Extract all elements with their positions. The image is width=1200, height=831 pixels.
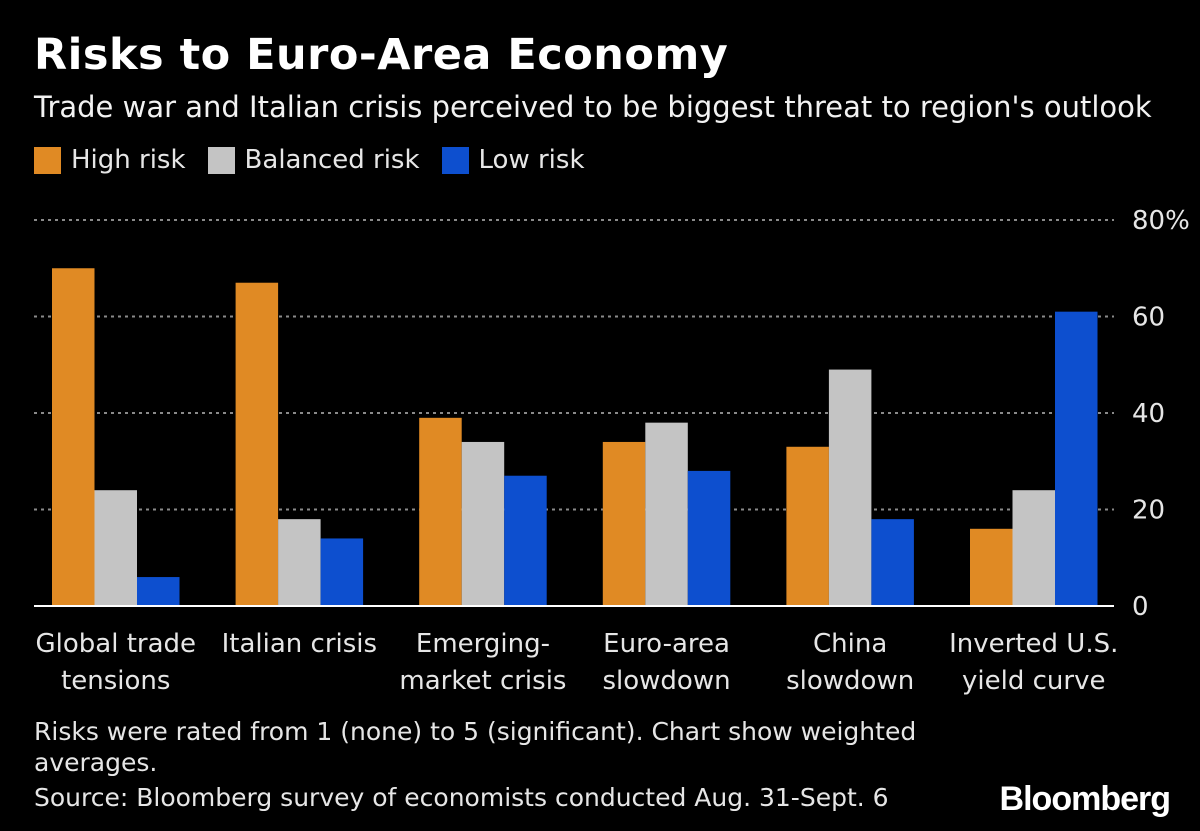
chart-source: Source: Bloomberg survey of economists c… [34, 783, 889, 812]
x-tick-label: Italian crisis [222, 629, 377, 659]
bar-low [137, 577, 180, 606]
bar-low [871, 519, 914, 606]
x-tick-label: China slowdown [786, 629, 914, 696]
y-tick-label: 20 [1132, 496, 1165, 526]
bar-high [970, 528, 1013, 606]
legend-swatch-low [441, 146, 469, 174]
legend-label-high: High risk [71, 145, 186, 175]
bar-high [235, 282, 279, 606]
legend-item-low: Low risk [441, 145, 585, 175]
legend-item-high: High risk [34, 145, 186, 175]
bar-balanced [828, 369, 872, 606]
y-tick-label: 80% [1132, 206, 1190, 236]
bar-high [602, 441, 646, 606]
bar-low [320, 538, 364, 606]
legend-label-balanced: Balanced risk [244, 145, 420, 175]
chart-note: Risks were rated from 1 (none) to 5 (sig… [34, 717, 917, 777]
x-tick-label: Euro-area slowdown [602, 629, 730, 696]
bar-high [52, 268, 95, 606]
chart-subtitle: Trade war and Italian crisis perceived t… [34, 90, 1152, 124]
x-tick-label: Emerging-market crisis [399, 629, 566, 696]
x-tick-label: Inverted U.S. yield curve [949, 629, 1118, 696]
bar-low [687, 470, 731, 606]
legend-swatch-balanced [207, 146, 235, 174]
bar-high [419, 417, 462, 606]
legend-label-low: Low risk [478, 145, 585, 175]
legend-swatch-high [34, 146, 61, 174]
bar-low [1055, 311, 1098, 606]
legend: High risk Balanced risk Low risk [34, 145, 585, 175]
bar-balanced [461, 441, 505, 606]
bar-low [504, 475, 547, 606]
bar-balanced [278, 519, 321, 606]
bar-balanced [94, 490, 137, 606]
bar-balanced [1012, 490, 1055, 606]
x-tick-label: Global trade tensions [35, 629, 196, 696]
y-tick-label: 60 [1132, 303, 1165, 333]
y-tick-label: 40 [1132, 399, 1165, 429]
chart-title: Risks to Euro-Area Economy [34, 30, 729, 80]
bloomberg-logo: Bloomberg [999, 780, 1171, 818]
y-tick-label: 0 [1132, 592, 1149, 622]
bar-balanced [645, 422, 688, 606]
bar-high [786, 446, 829, 606]
legend-item-balanced: Balanced risk [207, 145, 420, 175]
